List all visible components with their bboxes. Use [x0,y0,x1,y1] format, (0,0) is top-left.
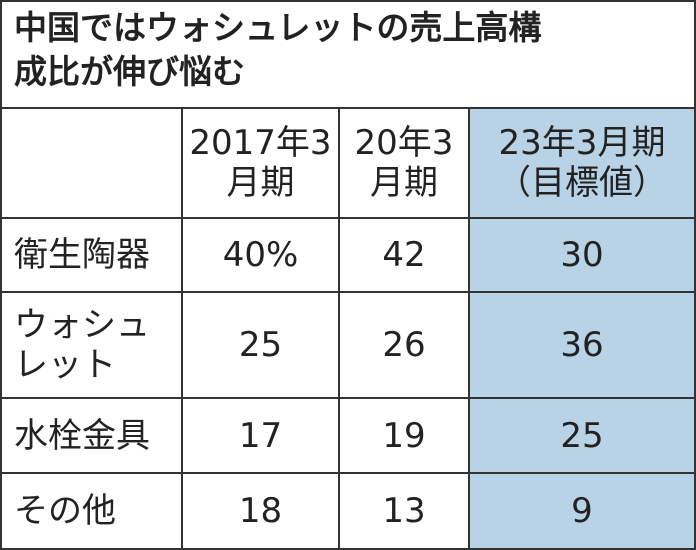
table-row: ウォシュ レット 25 26 36 [0,291,694,399]
title-line: 成比が伸び悩む [14,52,245,91]
table-row: その他 18 13 9 [0,472,694,548]
row-label: ウォシュ レット [0,291,183,399]
cell-value: 25 [468,397,694,474]
title-line: 中国ではウォシュレットの売上高構 [14,8,542,47]
cell-value: 30 [468,217,694,293]
header-text: 2017年3月期 [189,123,332,203]
row-label: その他 [0,472,183,548]
cell-value: 36 [468,291,694,399]
cell-value: 13 [338,472,470,548]
header-row: 2017年3月期 20年3月期 23年3月期 （目標値） [0,107,694,219]
row-label: 衛生陶器 [0,217,183,293]
cell-value: 26 [338,291,470,399]
row-label: 水栓金具 [0,397,183,474]
cell-value: 40% [181,217,340,293]
table-row: 衛生陶器 40% 42 30 [0,217,694,293]
data-table: 2017年3月期 20年3月期 23年3月期 （目標値） 衛生陶器 40% 42 … [0,107,694,548]
header-line: 23年3月期 [498,123,666,163]
cell-value: 18 [181,472,340,548]
header-2017: 2017年3月期 [181,107,340,219]
row-label-line: レット [14,345,116,385]
cell-value: 19 [338,397,470,474]
header-2020: 20年3月期 [338,107,470,219]
cell-value: 9 [468,472,694,548]
table-row: 水栓金具 17 19 25 [0,397,694,474]
header-corner [0,107,183,219]
chart-title: 中国ではウォシュレットの売上高構 成比が伸び悩む [14,6,684,94]
cell-value: 25 [181,291,340,399]
row-label-line: ウォシュ [14,305,150,345]
header-line: （目標値） [497,163,667,203]
header-2023-target: 23年3月期 （目標値） [468,107,694,219]
header-text: 20年3月期 [354,123,454,203]
cell-value: 42 [338,217,470,293]
cell-value: 17 [181,397,340,474]
